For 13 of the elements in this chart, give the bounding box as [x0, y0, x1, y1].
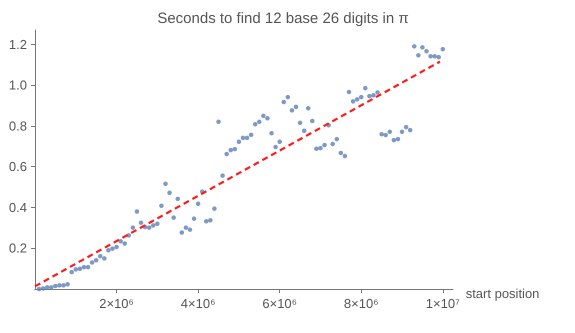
x-axis-title: start position	[466, 286, 540, 301]
x-tick-label: 8×10⁶	[344, 296, 379, 311]
y-tick-label: 0.6	[8, 159, 27, 174]
y-tick-label: 0.2	[8, 240, 27, 256]
x-tick-label: 6×10⁶	[262, 296, 298, 311]
x-tick-label: 1×10⁷	[426, 296, 460, 311]
x-tick-label: 2×10⁶	[99, 296, 134, 311]
y-tick-label: 1.2	[8, 36, 27, 52]
y-tick-label: 0.4	[8, 200, 27, 215]
y-tick-label: 0.8	[8, 118, 27, 134]
x-tick-label: 4×10⁶	[180, 296, 216, 311]
chart-title: Seconds to find 12 base 26 digits in π	[157, 10, 409, 27]
y-tick-label: 1.0	[8, 78, 27, 93]
